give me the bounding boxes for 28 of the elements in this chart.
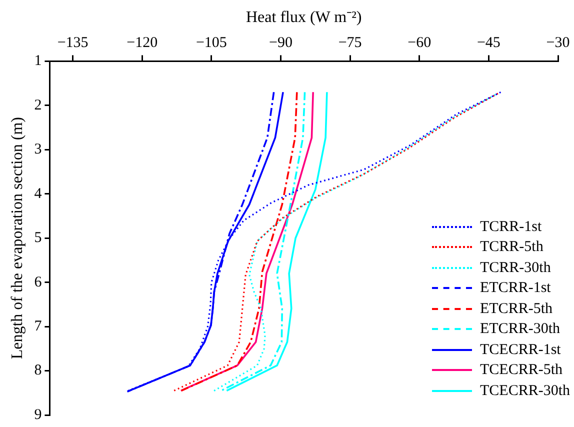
x-tick-label: −60 bbox=[408, 35, 432, 52]
x-tick-label: −135 bbox=[57, 35, 88, 52]
y-axis-title: Length of the evaporation section (m) bbox=[8, 117, 26, 360]
legend-label: TCRR-1st bbox=[480, 218, 542, 236]
y-tick-label: 2 bbox=[34, 97, 42, 114]
y-tick-label: 8 bbox=[34, 362, 42, 379]
x-tick-label: −120 bbox=[126, 35, 158, 52]
x-tick-label: −45 bbox=[476, 35, 500, 52]
x-tick-label: −90 bbox=[269, 35, 292, 52]
y-tick-label: 6 bbox=[34, 274, 42, 290]
y-tick-label: 3 bbox=[34, 142, 42, 158]
y-tick-label: 1 bbox=[34, 53, 42, 70]
y-tick-label: 4 bbox=[34, 186, 42, 202]
y-tick-label: 9 bbox=[34, 406, 42, 423]
x-axis-title: Heat flux (W m⁻²) bbox=[246, 8, 362, 26]
x-tick-label: −105 bbox=[196, 35, 227, 52]
x-tick-label: −30 bbox=[546, 35, 570, 52]
legend-label: TCRR-5th bbox=[480, 238, 544, 257]
legend-label: TCRR-30th bbox=[480, 258, 551, 278]
legend-label: ETCRR-30th bbox=[480, 320, 560, 339]
legend-label: ETCRR-1st bbox=[480, 279, 551, 298]
legend-label: TCECRR-30th bbox=[480, 382, 570, 400]
legend-label: TCECRR-5th bbox=[480, 361, 562, 380]
legend-label: TCECRR-1st bbox=[480, 340, 561, 360]
x-tick-label: −75 bbox=[338, 35, 362, 52]
legend-label: ETCRR-5th bbox=[480, 300, 552, 318]
y-tick-label: 7 bbox=[34, 318, 42, 334]
y-tick-label: 5 bbox=[34, 230, 42, 246]
